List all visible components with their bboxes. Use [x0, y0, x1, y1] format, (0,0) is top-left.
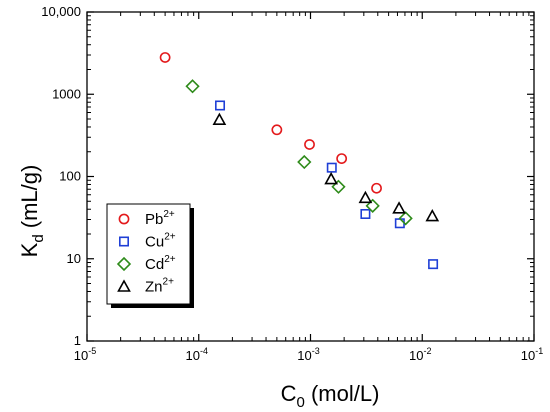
- x-tick-label-exponent: -2: [423, 346, 431, 356]
- data-point-pb: [304, 139, 315, 150]
- data-point-cd: [297, 154, 312, 170]
- x-tick-label: 10-2: [409, 346, 431, 363]
- legend-label-cd: Cd2+: [145, 254, 176, 273]
- data-point-zn: [212, 112, 227, 126]
- y-tick-label: 1000: [52, 86, 81, 101]
- legend: Pb2+Cu2+Cd2+Zn2+: [106, 203, 194, 308]
- legend-label-zn: Zn2+: [145, 277, 174, 296]
- x-axis-title-unit: (mol/L): [305, 381, 380, 406]
- data-point-cu: [215, 100, 226, 111]
- data-point-zn: [392, 201, 406, 214]
- series-cd: [185, 79, 413, 226]
- x-tick-label-base: 10: [521, 348, 535, 363]
- data-point-pb: [159, 52, 171, 63]
- series-pb: [159, 52, 382, 194]
- legend-label-cu: Cu2+: [145, 232, 176, 251]
- y-axis-title-unit: (mL/g): [17, 165, 42, 235]
- legend-label-charge: 2+: [163, 277, 175, 288]
- x-tick-label-base: 10: [186, 348, 200, 363]
- y-tick-label: 1: [74, 333, 81, 348]
- legend-label-name: Zn: [145, 279, 163, 296]
- data-point-cd: [185, 79, 200, 94]
- x-tick-label-exponent: -1: [535, 346, 543, 356]
- x-tick-label-base: 10: [297, 348, 311, 363]
- x-tick-label-base: 10: [74, 348, 88, 363]
- data-point-zn: [425, 208, 440, 222]
- x-tick-label-exponent: -3: [312, 346, 320, 356]
- legend-label-pb: Pb2+: [145, 209, 175, 228]
- data-point-cd: [331, 179, 346, 194]
- data-point-zn: [324, 171, 338, 185]
- y-axis-title-sub: d: [30, 234, 47, 242]
- y-tick-label: 10,000: [41, 4, 81, 19]
- y-axis-title: Kd (mL/g): [17, 165, 47, 258]
- x-tick-label-base: 10: [409, 348, 423, 363]
- y-tick-label: 100: [59, 169, 81, 184]
- y-axis-title-base: K: [17, 242, 42, 257]
- legend-label-charge: 2+: [163, 209, 175, 220]
- x-tick-label-exponent: -4: [200, 346, 208, 356]
- data-point-cu: [360, 209, 371, 220]
- data-marks: [159, 52, 440, 270]
- legend-label-charge: 2+: [164, 254, 176, 265]
- x-axis-title: C0 (mol/L): [281, 381, 380, 411]
- series-zn: [212, 112, 440, 222]
- data-point-cd: [365, 198, 380, 213]
- series-cu: [215, 100, 439, 270]
- data-point-cu: [394, 218, 405, 229]
- data-point-pb: [371, 182, 382, 194]
- data-point-pb: [336, 153, 348, 165]
- x-tick-label: 10-5: [74, 346, 96, 363]
- legend-label-name: Cd: [145, 256, 164, 273]
- data-point-pb: [271, 124, 283, 136]
- legend-label-name: Cu: [145, 234, 164, 251]
- x-axis-title-base: C: [281, 381, 297, 406]
- legend-marker-cu: [119, 236, 130, 247]
- legend-marker-zn: [117, 279, 131, 292]
- x-tick-label: 10-3: [297, 346, 319, 363]
- x-tick-label: 10-4: [186, 346, 208, 363]
- x-axis-title-sub: 0: [296, 394, 304, 411]
- legend-marker-pb: [118, 213, 130, 225]
- legend-marker-cd: [116, 256, 132, 272]
- x-tick-label: 10-1: [521, 346, 543, 363]
- data-point-cu: [428, 259, 439, 270]
- data-point-cu: [326, 162, 337, 173]
- data-point-zn: [358, 190, 373, 204]
- legend-label-name: Pb: [145, 211, 163, 228]
- legend-label-charge: 2+: [164, 232, 176, 243]
- x-tick-label-exponent: -5: [88, 346, 96, 356]
- data-point-cd: [398, 211, 413, 226]
- y-tick-label: 10: [67, 251, 81, 266]
